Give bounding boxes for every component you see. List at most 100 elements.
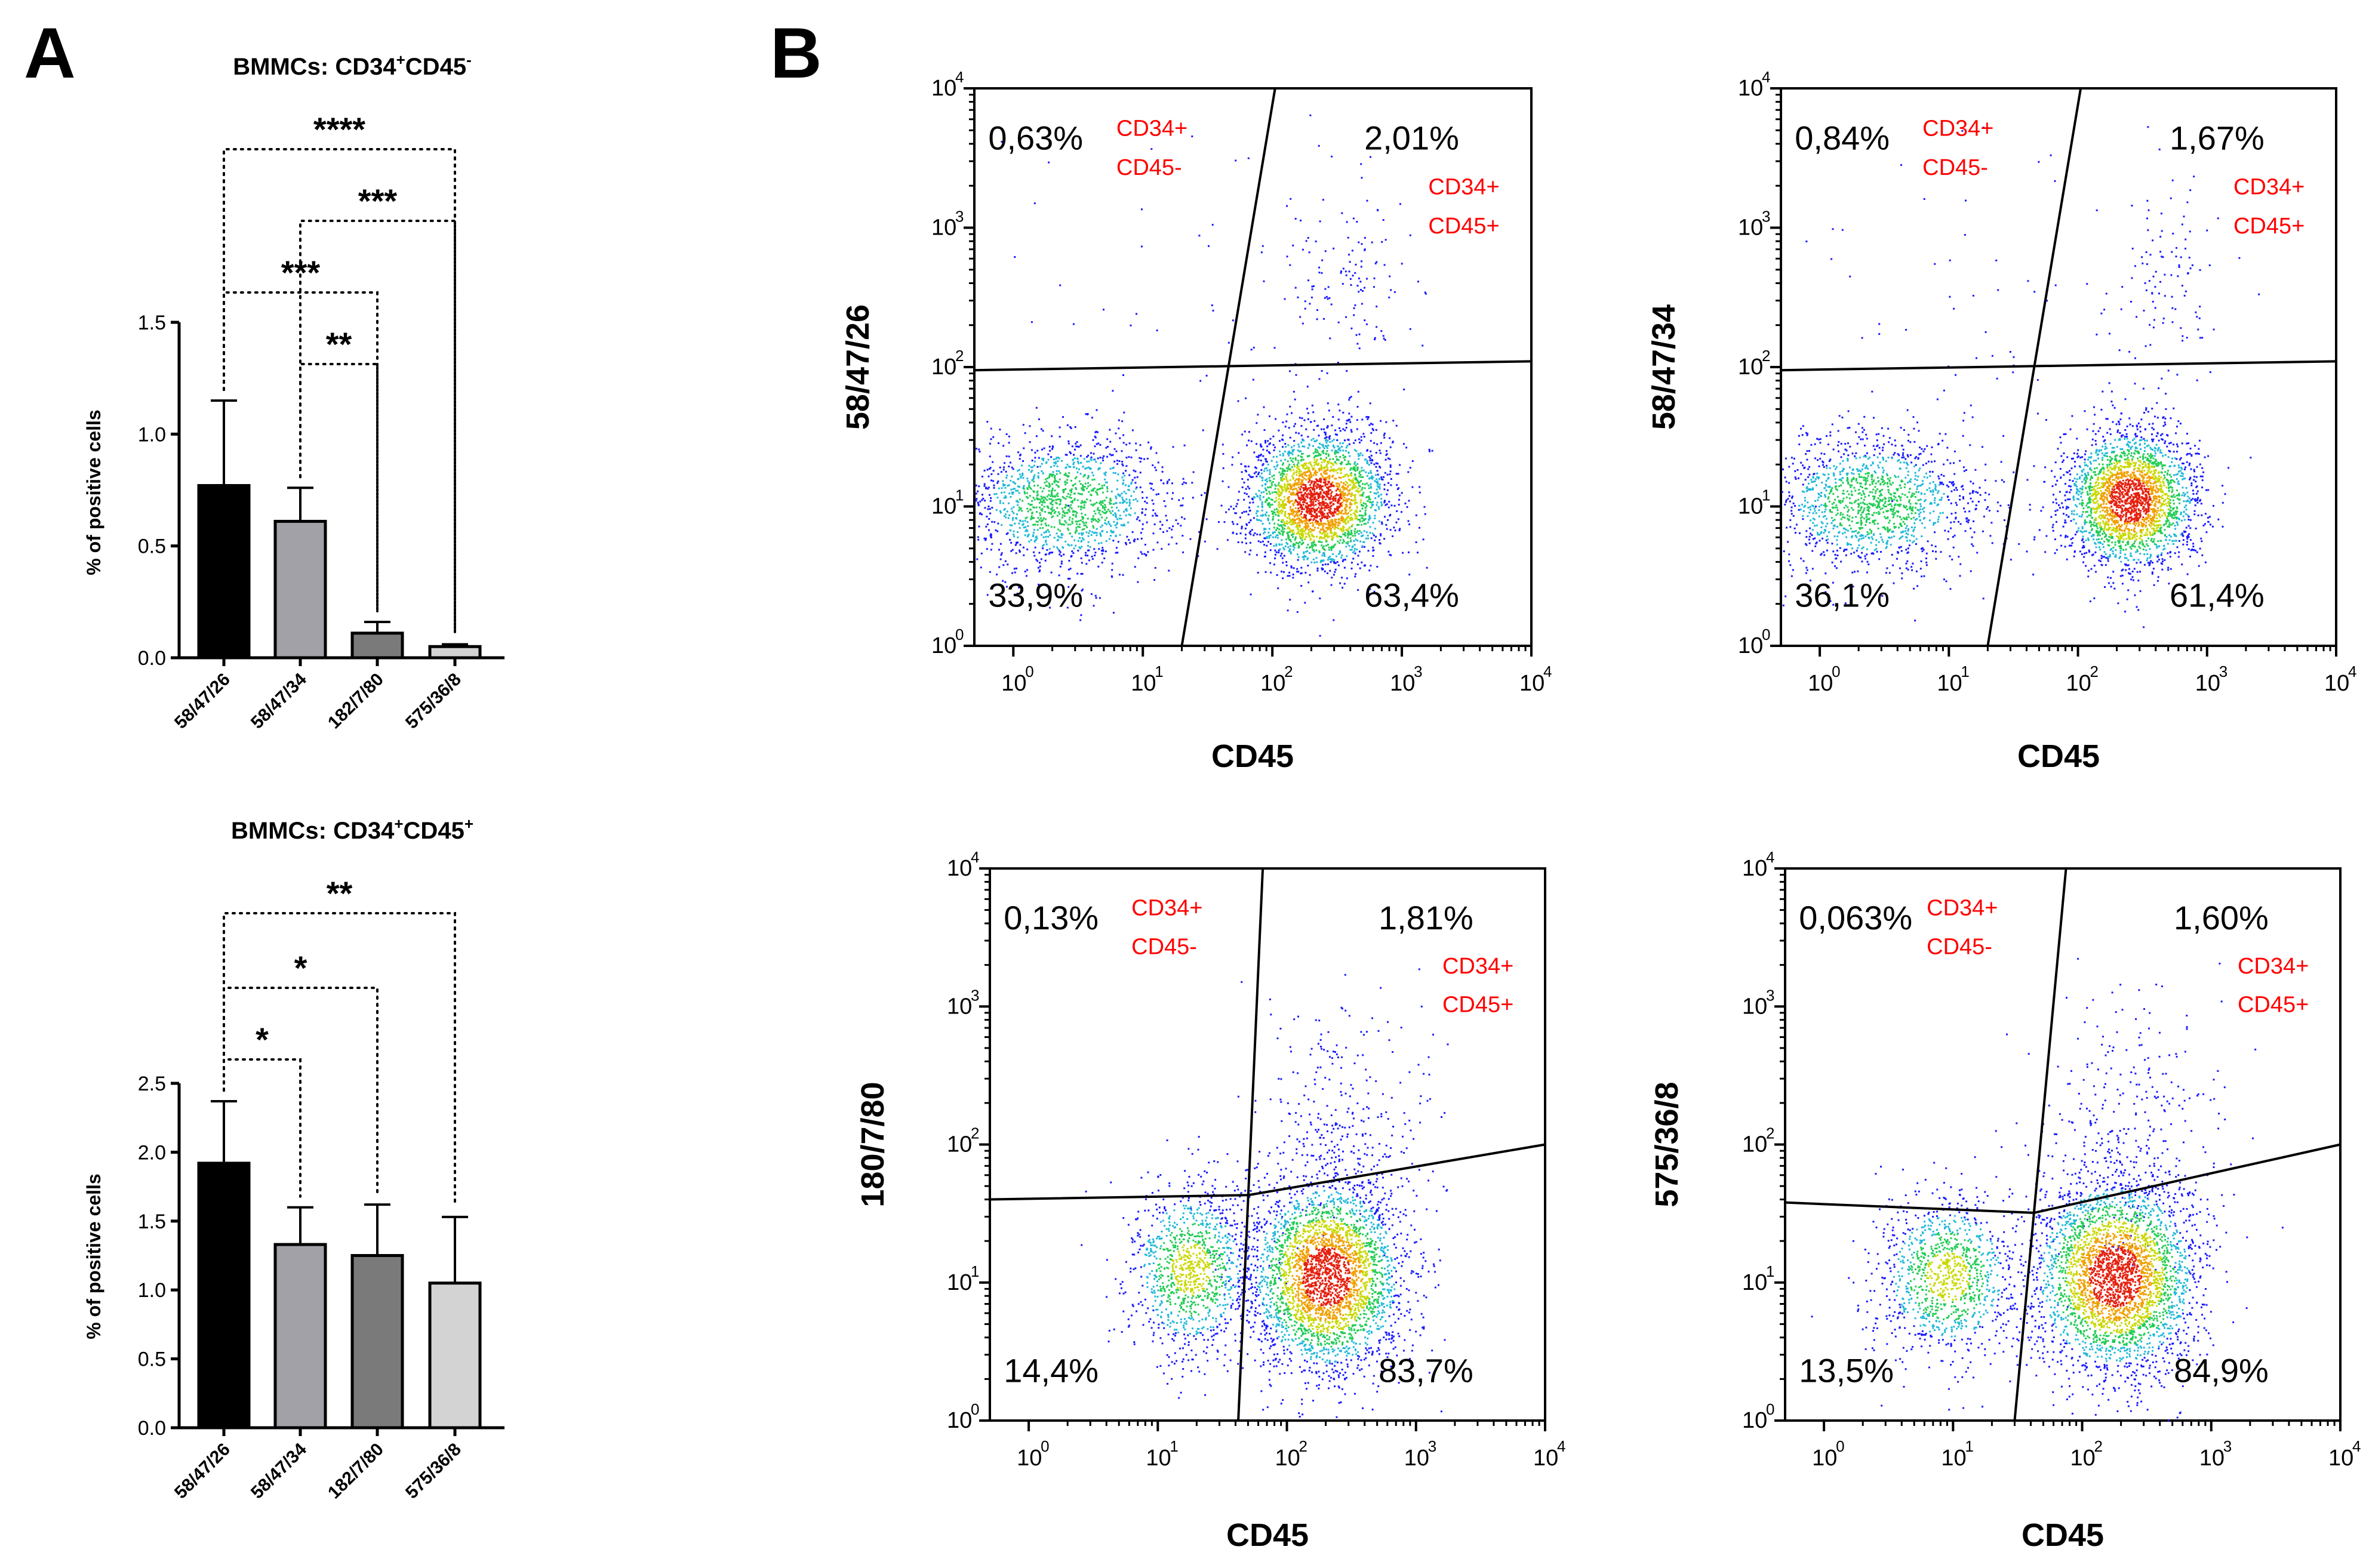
quadrant-lower-left-percent: 33,9% bbox=[988, 577, 1083, 614]
y-tick-exponent: 3 bbox=[955, 208, 964, 226]
y-tick-label: 10 bbox=[947, 1408, 972, 1433]
significance-bracket bbox=[299, 363, 379, 613]
scatter-density-points bbox=[1143, 1190, 1396, 1364]
bar bbox=[350, 631, 404, 660]
y-tick-exponent: 0 bbox=[1762, 626, 1770, 643]
x-tick-exponent: 2 bbox=[1284, 663, 1293, 680]
scatter-density-points bbox=[1018, 448, 1373, 553]
x-axis-label: CD45 bbox=[2022, 1517, 2104, 1553]
plot-frame bbox=[1780, 87, 2337, 647]
x-tick-exponent: 0 bbox=[1832, 663, 1840, 680]
bar bbox=[428, 645, 482, 660]
bar bbox=[350, 1254, 404, 1430]
y-tick-label: 0.5 bbox=[138, 535, 166, 558]
scatter-density-points bbox=[1291, 1232, 1363, 1321]
quadrant-upper-left-percent: 0,63% bbox=[988, 119, 1083, 157]
y-tick-label: 0.5 bbox=[138, 1348, 166, 1371]
significance-stars: *** bbox=[281, 254, 321, 291]
y-axis-label: 575/36/8 bbox=[1649, 1082, 1685, 1207]
y-tick-exponent: 2 bbox=[971, 1125, 979, 1142]
y-tick-exponent: 2 bbox=[1762, 347, 1770, 365]
x-tick-label: 10 bbox=[1146, 1446, 1171, 1471]
y-tick-label: 10 bbox=[931, 633, 956, 658]
y-tick-label: 10 bbox=[947, 856, 972, 881]
x-tick-label: 10 bbox=[1001, 671, 1026, 696]
quadrant-upper-right-percent: 1,60% bbox=[2174, 899, 2269, 937]
panel-b-label: B bbox=[770, 13, 822, 93]
scatter-density-points bbox=[993, 438, 1383, 563]
y-tick-exponent: 2 bbox=[1766, 1125, 1774, 1142]
y-tick-exponent: 4 bbox=[971, 848, 979, 866]
x-tick-label: 10 bbox=[1941, 1446, 1966, 1471]
quadrant-upper-left-percent: 0,13% bbox=[1004, 899, 1099, 937]
x-tick-label: 10 bbox=[2066, 671, 2091, 696]
quadrant-lower-right-percent: 61,4% bbox=[2170, 577, 2265, 614]
y-tick-label: 10 bbox=[1738, 76, 1763, 101]
y-tick-exponent: 4 bbox=[1762, 68, 1770, 86]
quadrant-lower-left-percent: 36,1% bbox=[1795, 577, 1890, 614]
y-tick-exponent: 2 bbox=[955, 347, 964, 365]
panel-a-label: A bbox=[24, 13, 76, 93]
quadrant-upper-right-percent: 1,67% bbox=[2170, 119, 2265, 157]
plot-frame bbox=[989, 867, 1546, 1422]
x-tick-label: 10 bbox=[1812, 1446, 1837, 1471]
x-tick-label: 10 bbox=[2328, 1446, 2353, 1471]
y-tick-label: 10 bbox=[931, 76, 956, 101]
x-tick-label: 10 bbox=[1017, 1446, 1042, 1471]
y-tick-label: 10 bbox=[1742, 856, 1767, 881]
significance-bracket bbox=[223, 1058, 301, 1198]
significance-stars: **** bbox=[313, 110, 365, 148]
y-tick-exponent: 3 bbox=[971, 986, 979, 1004]
y-tick-label: 10 bbox=[1738, 355, 1763, 380]
x-tick-label: 10 bbox=[1533, 1446, 1558, 1471]
x-axis-label: CD45 bbox=[1211, 738, 1294, 774]
y-tick-label: 10 bbox=[1742, 1408, 1767, 1433]
x-tick-label: 10 bbox=[2199, 1446, 2225, 1471]
x-tick-label: 10 bbox=[1808, 671, 1833, 696]
x-tick-exponent: 2 bbox=[1299, 1437, 1307, 1455]
vertical-gate bbox=[2013, 868, 2067, 1421]
vertical-gate bbox=[1180, 88, 1276, 646]
quadrant-label-cd45-pos: CD45+ bbox=[2238, 993, 2309, 1018]
y-tick-label: 10 bbox=[931, 355, 956, 380]
quadrant-label-cd45-pos: CD45+ bbox=[1428, 214, 1499, 239]
x-tick-exponent: 3 bbox=[1428, 1437, 1436, 1455]
x-tick-exponent: 4 bbox=[1557, 1437, 1565, 1455]
y-tick-exponent: 3 bbox=[1762, 208, 1770, 226]
y-tick-label: 10 bbox=[1738, 633, 1763, 658]
x-tick-exponent: 4 bbox=[2348, 663, 2356, 680]
y-axis-label: 180/7/80 bbox=[855, 1082, 891, 1207]
scatter-density-points bbox=[1302, 1246, 1351, 1307]
bar bbox=[197, 1162, 251, 1430]
quadrant-lower-right-percent: 83,7% bbox=[1379, 1351, 1473, 1389]
y-tick-exponent: 0 bbox=[971, 1400, 979, 1418]
x-tick-exponent: 1 bbox=[1961, 663, 1969, 680]
x-tick-exponent: 2 bbox=[2094, 1437, 2103, 1455]
x-tick-label: 10 bbox=[1404, 1446, 1429, 1471]
horizontal-gate bbox=[974, 360, 1532, 372]
x-tick-label: 10 bbox=[1519, 671, 1544, 696]
y-tick-label: 10 bbox=[931, 215, 956, 241]
quadrant-lower-left-percent: 14,4% bbox=[1004, 1351, 1099, 1389]
significance-stars: ** bbox=[327, 874, 353, 912]
y-tick-exponent: 3 bbox=[1766, 986, 1774, 1004]
y-tick-exponent: 1 bbox=[1766, 1262, 1774, 1280]
quadrant-label-cd34: CD34+ bbox=[1428, 174, 1499, 199]
horizontal-gate bbox=[1780, 360, 2337, 372]
scatter-density-points bbox=[2088, 1246, 2142, 1308]
bar-chart-2-title: BMMCs: CD34+CD45+ bbox=[231, 815, 473, 844]
y-tick-exponent: 0 bbox=[955, 626, 964, 643]
bar bbox=[428, 1281, 482, 1430]
y-tick-label: 10 bbox=[931, 494, 956, 519]
scatter-density-points bbox=[1285, 468, 1352, 533]
quadrant-label-cd34: CD34+ bbox=[1131, 896, 1202, 921]
y-tick-label: 2.5 bbox=[138, 1073, 166, 1095]
y-tick-label: 1.5 bbox=[138, 312, 166, 334]
vertical-gate bbox=[1237, 868, 1264, 1421]
significance-stars: ** bbox=[326, 325, 352, 363]
y-tick-exponent: 1 bbox=[971, 1262, 979, 1280]
x-tick-label: 10 bbox=[1390, 671, 1415, 696]
